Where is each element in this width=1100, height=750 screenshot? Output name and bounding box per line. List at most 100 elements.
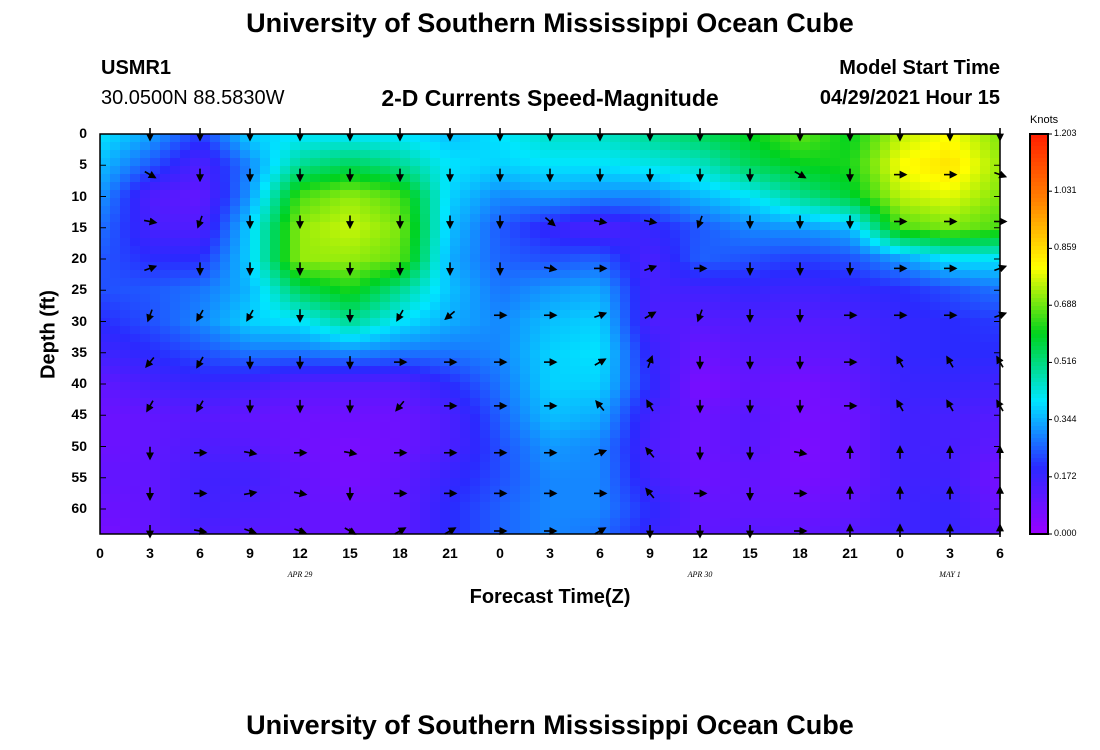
heatmap-cell: [380, 318, 391, 327]
x-tick-label: 12: [692, 545, 708, 561]
heatmap-cell: [700, 206, 711, 215]
heatmap-cell: [920, 390, 931, 399]
x-tick-label: 18: [392, 545, 408, 561]
heatmap-cell: [860, 182, 871, 191]
heatmap-cell: [390, 278, 401, 287]
heatmap-cell: [670, 302, 681, 311]
heatmap-cell: [360, 190, 371, 199]
heatmap-cell: [450, 150, 461, 159]
heatmap-cell: [340, 142, 351, 151]
heatmap-cell: [360, 462, 371, 471]
heatmap-cell: [210, 462, 221, 471]
heatmap-cell: [810, 278, 821, 287]
heatmap-cell: [680, 318, 691, 327]
heatmap-cell: [790, 198, 801, 207]
heatmap-cell: [630, 302, 641, 311]
heatmap-cell: [400, 254, 411, 263]
heatmap-cell: [520, 174, 531, 183]
heatmap-cell: [820, 318, 831, 327]
heatmap-cell: [860, 166, 871, 175]
heatmap-cell: [870, 494, 881, 503]
heatmap-cell: [420, 310, 431, 319]
heatmap-cell: [870, 214, 881, 223]
heatmap-cell: [310, 478, 321, 487]
heatmap-cell: [300, 358, 311, 367]
heatmap-cell: [510, 486, 521, 495]
heatmap-cell: [370, 478, 381, 487]
heatmap-cell: [990, 454, 1000, 463]
heatmap-cell: [520, 462, 531, 471]
heatmap-cell: [200, 150, 211, 159]
heatmap-cell: [670, 326, 681, 335]
heatmap-cell: [980, 238, 991, 247]
heatmap-cell: [630, 366, 641, 375]
heatmap-cell: [160, 462, 171, 471]
heatmap-cell: [310, 470, 321, 479]
heatmap-cell: [490, 414, 501, 423]
heatmap-cell: [210, 502, 221, 511]
heatmap-cell: [750, 382, 761, 391]
heatmap-cell: [790, 374, 801, 383]
heatmap-cell: [680, 206, 691, 215]
heatmap-cell: [700, 374, 711, 383]
heatmap-cell: [120, 198, 131, 207]
heatmap-cell: [730, 438, 741, 447]
heatmap-cell: [820, 310, 831, 319]
heatmap-cell: [330, 310, 341, 319]
heatmap-cell: [290, 486, 301, 495]
heatmap-cell: [160, 414, 171, 423]
heatmap-cell: [580, 206, 591, 215]
heatmap-cell: [800, 406, 811, 415]
heatmap-cell: [730, 446, 741, 455]
heatmap-cell: [650, 414, 661, 423]
heatmap-cell: [310, 374, 321, 383]
heatmap-cell: [640, 302, 651, 311]
heatmap-cell: [730, 294, 741, 303]
heatmap-cell: [100, 214, 111, 223]
heatmap-cell: [570, 134, 581, 143]
heatmap-cell: [740, 134, 751, 143]
heatmap-cell: [140, 486, 151, 495]
heatmap-cell: [290, 238, 301, 247]
heatmap-cell: [520, 422, 531, 431]
heatmap-cell: [590, 518, 601, 527]
heatmap-cell: [540, 398, 551, 407]
heatmap-cell: [930, 134, 941, 143]
heatmap-cell: [230, 342, 241, 351]
heatmap-cell: [810, 382, 821, 391]
heatmap-cell: [940, 342, 951, 351]
colorbar-swatch: [1030, 446, 1048, 451]
heatmap-cell: [540, 182, 551, 191]
heatmap-cell: [740, 286, 751, 295]
heatmap-cell: [580, 230, 591, 239]
heatmap-cell: [930, 230, 941, 239]
heatmap-cell: [870, 502, 881, 511]
colorbar-swatch: [1030, 214, 1048, 219]
heatmap-cell: [230, 254, 241, 263]
heatmap-cell: [800, 350, 811, 359]
heatmap-cell: [720, 502, 731, 511]
heatmap-cell: [830, 166, 841, 175]
heatmap-cell: [840, 142, 851, 151]
heatmap-cell: [440, 150, 451, 159]
heatmap-cell: [270, 454, 281, 463]
heatmap-cell: [500, 334, 511, 343]
heatmap-cell: [610, 374, 621, 383]
heatmap-cell: [340, 470, 351, 479]
heatmap-cell: [200, 438, 211, 447]
heatmap-cell: [140, 350, 151, 359]
heatmap-cell: [340, 478, 351, 487]
heatmap-cell: [940, 494, 951, 503]
heatmap-cell: [880, 262, 891, 271]
heatmap-cell: [350, 438, 361, 447]
heatmap-cell: [650, 422, 661, 431]
heatmap-cell: [240, 398, 251, 407]
heatmap-cell: [750, 342, 761, 351]
heatmap-cell: [930, 286, 941, 295]
heatmap-cell: [400, 142, 411, 151]
heatmap-cell: [670, 398, 681, 407]
heatmap-cell: [480, 462, 491, 471]
heatmap-cell: [440, 486, 451, 495]
heatmap-cell: [660, 454, 671, 463]
heatmap-cell: [370, 326, 381, 335]
